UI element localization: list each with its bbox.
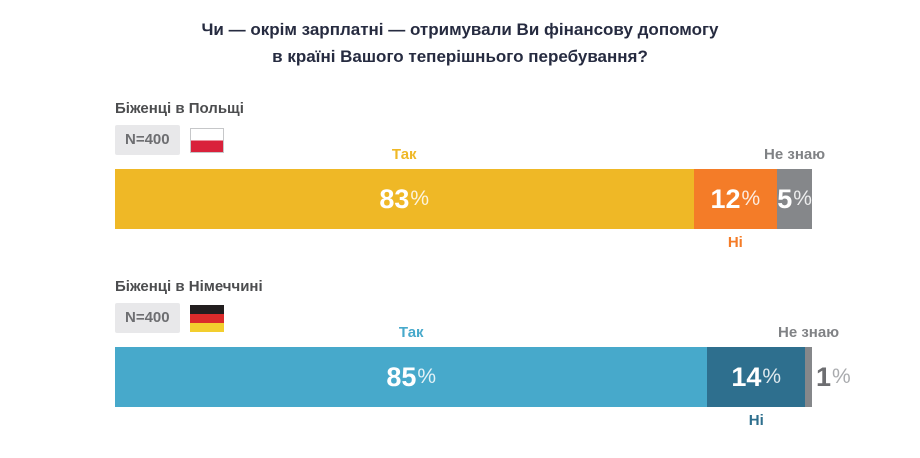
poland-flag-icon (189, 127, 224, 153)
segment-value: 1 (816, 361, 832, 392)
category-label-dontknow: Не знаю (777, 324, 840, 341)
percent-sign: % (417, 365, 437, 388)
bar-segment-no: 12% (693, 169, 778, 229)
segment-value: 85 (386, 361, 417, 392)
bar-area: Так Не знаю 83% 12% 5% Ні (115, 146, 825, 251)
bar-area: Так Не знаю 85% 14% Ні 1% (115, 324, 851, 429)
segment-value: 83 (379, 183, 410, 214)
outside-value-label: 1% (816, 347, 851, 407)
chart-group-germany: Біженці в Німеччині N=400 Так Не знаю 85… (115, 277, 851, 429)
chart-title-line-1: Чи — окрім зарплатні — отримували Ви фін… (201, 20, 719, 39)
percent-sign: % (793, 187, 812, 210)
sample-size-badge: N=400 (115, 125, 180, 155)
bar-segment-no: 14% (707, 347, 806, 407)
category-label-no: Ні (727, 234, 743, 251)
bar-segment-yes: 85% (115, 347, 708, 407)
sample-size-badge: N=400 (115, 303, 180, 333)
category-label-yes: Так (398, 324, 424, 341)
segment-value: 14 (731, 361, 762, 392)
chart-title: Чи — окрім зарплатні — отримували Ви фін… (0, 16, 920, 70)
group-label-poland: Біженці в Польщі (115, 100, 244, 117)
percent-sign: % (410, 187, 430, 210)
category-label-yes: Так (391, 146, 417, 163)
bar-segment-yes: 83% (115, 169, 694, 229)
stacked-bar: 83% 12% 5% (115, 169, 812, 229)
segment-value: 5 (777, 183, 793, 214)
bar-segment-dontknow: 5% (777, 169, 812, 229)
chart-title-line-2: в країні Вашого теперішнього перебування… (272, 47, 648, 66)
category-label-dontknow: Не знаю (764, 146, 826, 163)
germany-flag-icon (189, 304, 224, 332)
bar-segment-dontknow (805, 347, 812, 407)
group-label-germany: Біженці в Німеччині (115, 278, 263, 295)
percent-sign: % (762, 365, 782, 388)
stacked-bar: 85% 14% (115, 347, 812, 407)
percent-sign: % (741, 187, 761, 210)
chart-group-poland: Біженці в Польщі N=400 Так Не знаю 83% 1… (115, 99, 825, 251)
category-label-no: Ні (748, 412, 764, 429)
group-meta-poland: N=400 (115, 125, 812, 155)
group-meta-germany: N=400 (115, 303, 812, 333)
percent-sign: % (832, 365, 851, 388)
segment-value: 12 (710, 183, 741, 214)
